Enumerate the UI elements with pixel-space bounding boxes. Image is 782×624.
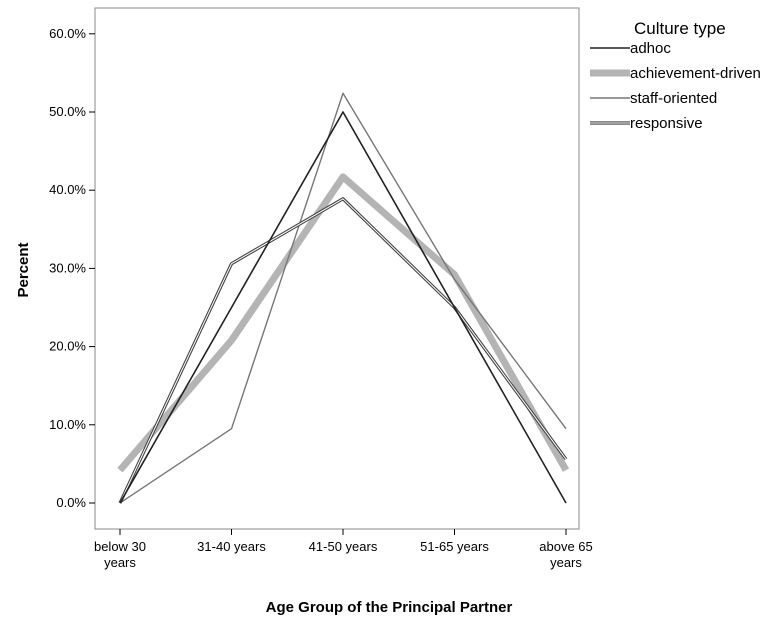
- x-tick-label: 51-65 years: [420, 539, 489, 554]
- y-axis-title: Percent: [15, 242, 32, 297]
- legend-item: staff-oriented: [590, 90, 717, 107]
- x-tick-label: 41-50 years: [309, 539, 378, 554]
- legend-label: responsive: [630, 115, 703, 132]
- legend-title: Culture type: [634, 19, 726, 38]
- y-tick-label: 50.0%: [49, 104, 86, 119]
- y-axis: 0.0% 10.0% 20.0% 30.0% 40.0% 50.0% 60.0%: [49, 26, 95, 510]
- x-tick-label: above 65 years: [539, 539, 593, 570]
- series-line-achievement-driven: [117, 173, 570, 473]
- x-axis-title: Age Group of the Principal Partner: [266, 599, 513, 616]
- y-tick-label: 0.0%: [56, 495, 86, 510]
- legend-label: adhoc: [630, 40, 671, 57]
- series-lines: [117, 92, 570, 504]
- x-axis: below 30 years 31-40 years 41-50 years 51-65…: [94, 529, 593, 570]
- series-line-responsive: [118, 197, 568, 504]
- x-tick-label: 31-40 years: [197, 539, 266, 554]
- legend-label: achievement-driven: [630, 65, 761, 82]
- y-tick-label: 20.0%: [49, 339, 86, 354]
- x-tick-label: below 30 years: [94, 539, 146, 570]
- y-tick-label: 40.0%: [49, 182, 86, 197]
- plot-area: [94, 7, 580, 530]
- legend-item: responsive: [590, 115, 703, 132]
- y-tick-label: 60.0%: [49, 26, 86, 41]
- series-line-staff-oriented: [119, 92, 567, 504]
- y-tick-label: 10.0%: [49, 417, 86, 432]
- y-tick-label: 30.0%: [49, 260, 86, 275]
- legend-label: staff-oriented: [630, 90, 717, 107]
- legend-item: achievement-driven: [590, 65, 761, 82]
- legend: Culture type adhoc achievement-driven staf…: [590, 19, 761, 132]
- legend-item: adhoc: [590, 40, 671, 57]
- series-line-adhoc: [119, 111, 567, 504]
